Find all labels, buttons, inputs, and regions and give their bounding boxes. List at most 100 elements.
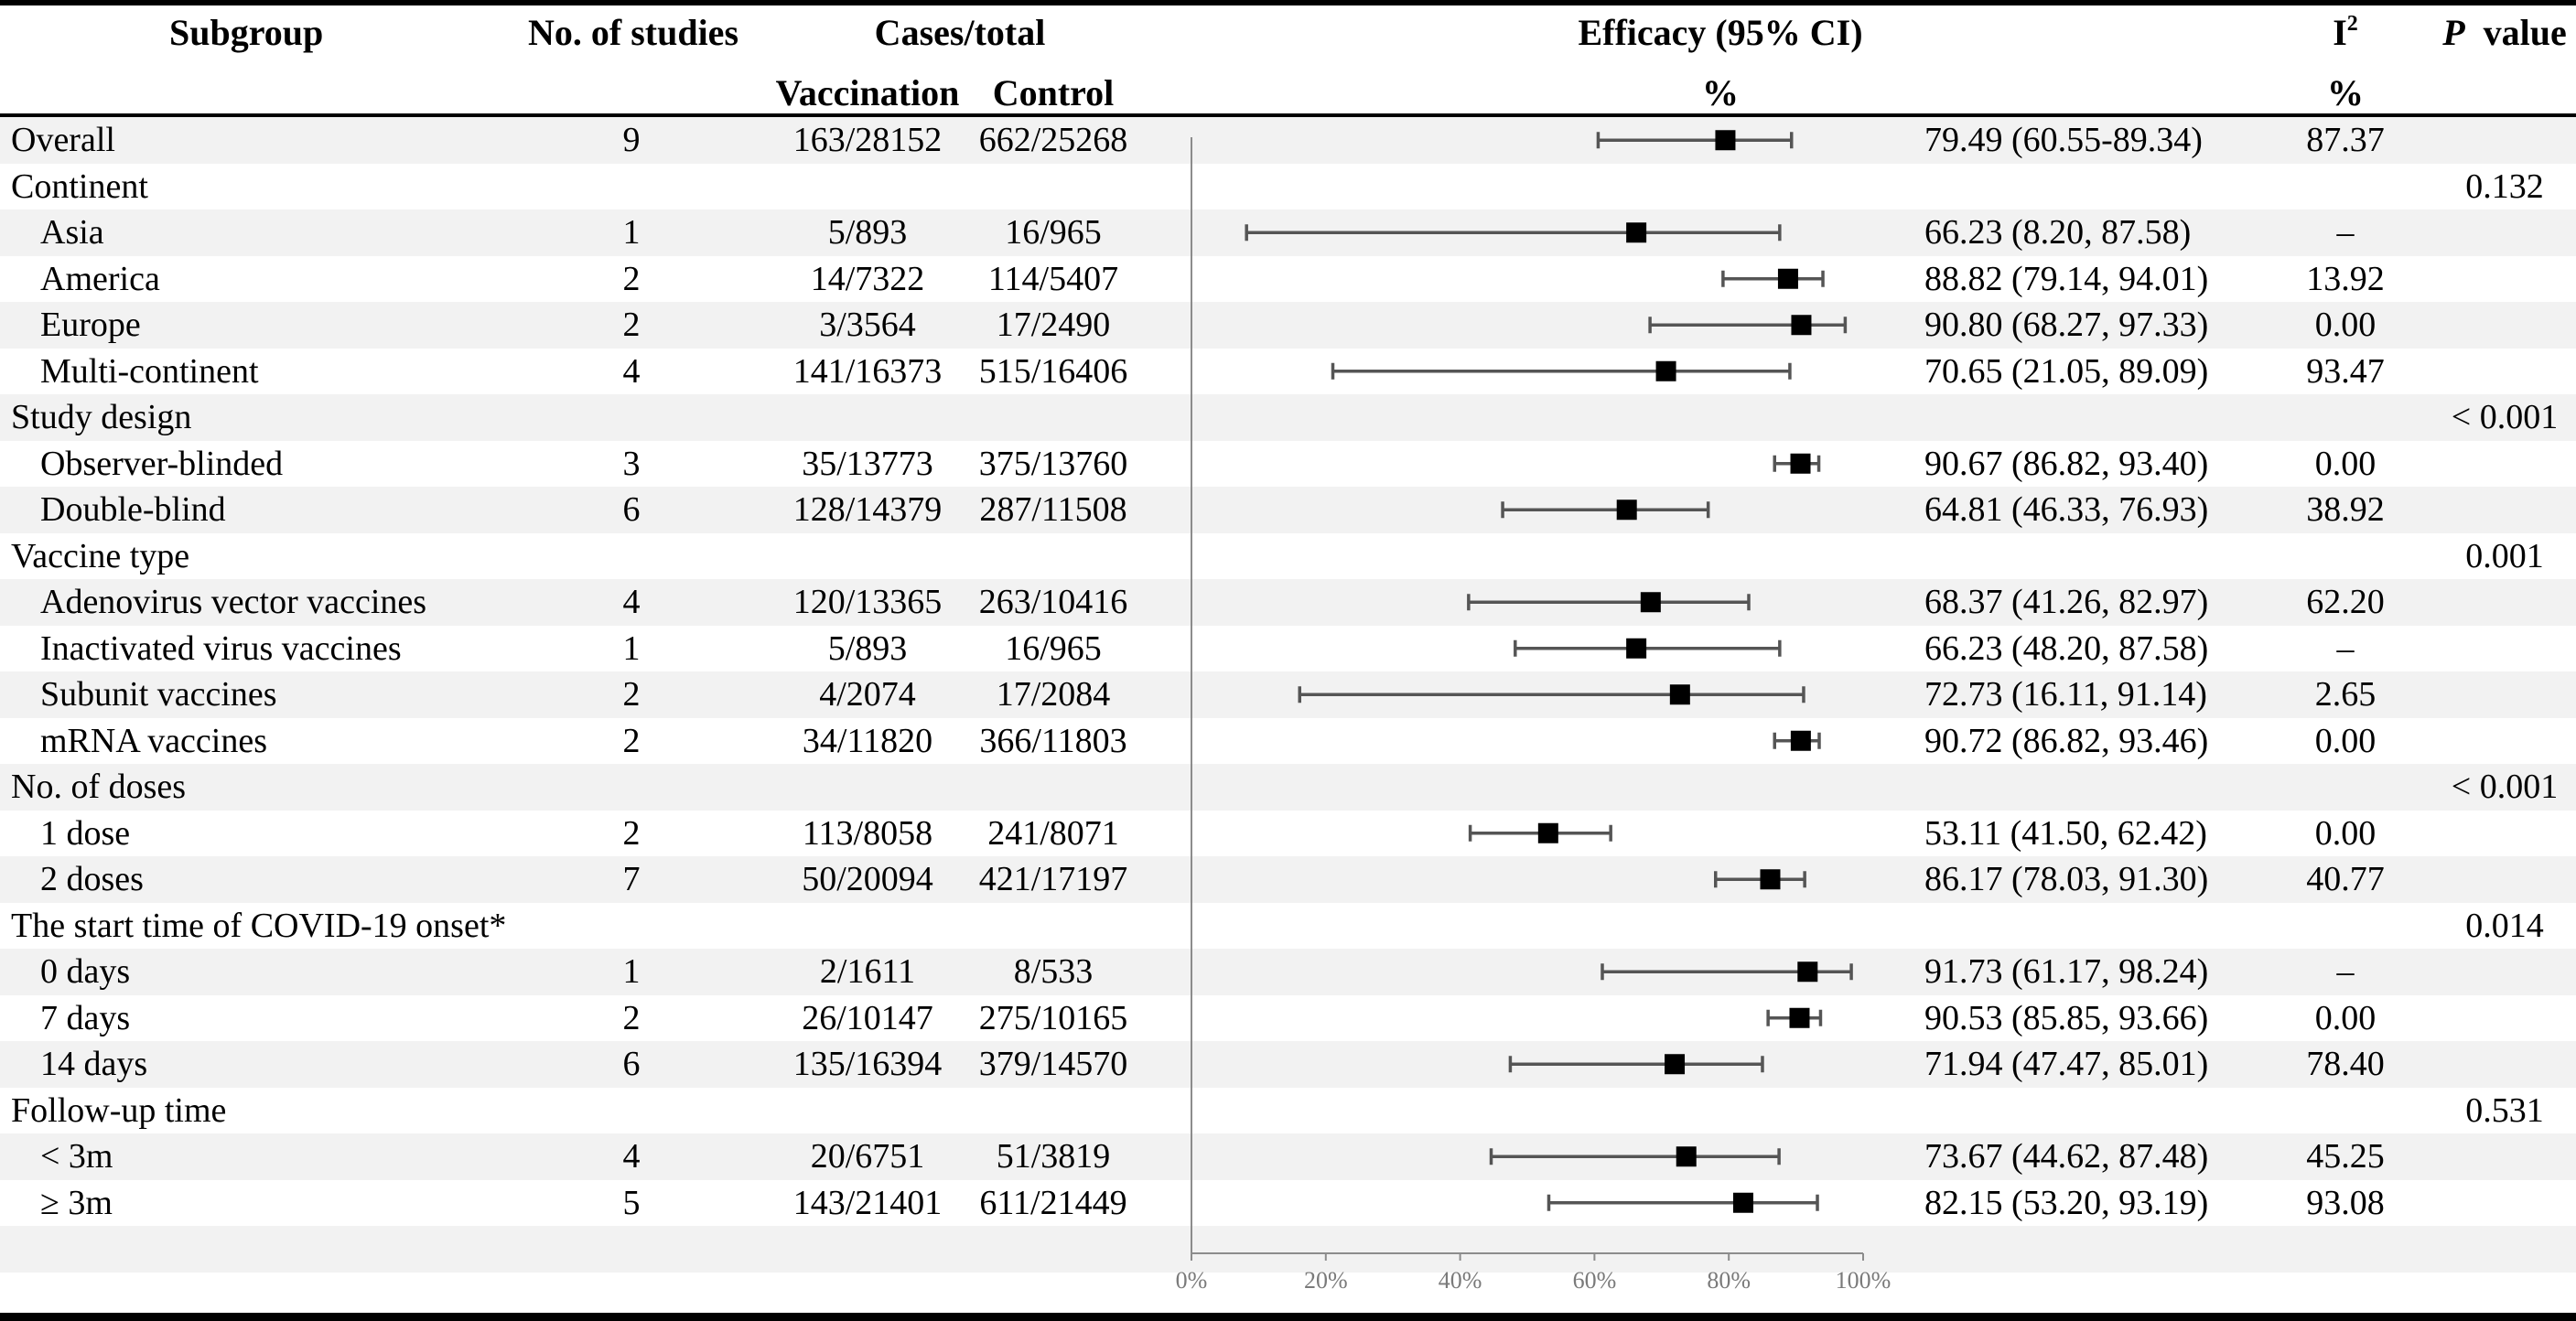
row-control-cases: 366/11803 [979, 721, 1127, 760]
row-studies: 2 [622, 998, 641, 1037]
row-label: ≥ 3m [40, 1183, 113, 1222]
point-estimate [1655, 360, 1676, 381]
row-i2: 0.00 [2314, 998, 2377, 1037]
table-row: 0 days 1 2/1611 8/533 91.73 (61.17, 98.24) – [0, 949, 2576, 995]
row-p-value: < 0.001 [2451, 398, 2559, 436]
row-studies: 2 [622, 675, 641, 714]
table-row: Inactivated virus vaccines 1 5/893 16/965 66… [0, 626, 2576, 672]
row-control-cases: 263/10416 [978, 583, 1128, 621]
table-row: 2 doses 7 50/20094 421/17197 86.17 (78.03, 9… [0, 856, 2576, 903]
row-label: America [40, 259, 160, 298]
row-studies: 4 [622, 583, 641, 621]
header-efficacy-unit: % [1702, 72, 1739, 113]
table-row: Overall 9 163/28152 662/25268 79.49 (60.55-8… [0, 117, 2576, 164]
point-estimate [1676, 1146, 1697, 1167]
header-p-text: value [2483, 12, 2567, 53]
row-vaccination-cases: 26/10147 [802, 998, 933, 1037]
row-label: Adenovirus vector vaccines [40, 583, 427, 621]
point-estimate [1665, 1054, 1686, 1075]
row-vaccination-cases: 35/13773 [802, 444, 933, 483]
row-studies: 6 [622, 1045, 641, 1083]
row-label: No. of doses [11, 768, 187, 806]
row-studies: 5 [622, 1183, 641, 1222]
x-tick-label: 60% [1573, 1267, 1617, 1294]
table-row: Subunit vaccines 2 4/2074 17/2084 72.73 (16.… [0, 671, 2576, 718]
row-efficacy-ci: 73.67 (44.62, 87.48) [1924, 1137, 2209, 1176]
row-efficacy-ci: 53.11 (41.50, 62.42) [1924, 813, 2207, 853]
row-p-value: 0.014 [2465, 906, 2544, 945]
x-tick-label: 100% [1836, 1267, 1892, 1294]
row-efficacy-ci: 66.23 (48.20, 87.58) [1924, 628, 2209, 668]
row-i2: – [2336, 628, 2355, 668]
row-efficacy-ci: 66.23 (8.20, 87.58) [1924, 213, 2192, 252]
row-control-cases: 515/16406 [978, 351, 1128, 391]
row-efficacy-ci: 91.73 (61.17, 98.24) [1924, 952, 2209, 991]
row-control-cases: 379/14570 [978, 1045, 1128, 1083]
row-label: Inactivated virus vaccines [40, 628, 402, 668]
row-control-cases: 611/21449 [979, 1183, 1127, 1222]
header-i2-unit: % [2327, 72, 2364, 113]
row-label: Double-blind [40, 490, 226, 529]
point-estimate [1640, 592, 1661, 613]
row-vaccination-cases: 143/21401 [792, 1183, 943, 1222]
row-vaccination-cases: 50/20094 [802, 860, 933, 898]
row-p-value: 0.531 [2465, 1090, 2544, 1130]
row-control-cases: 287/11508 [979, 490, 1127, 529]
table-row: 14 days 6 135/16394 379/14570 71.94 (47.47, … [0, 1041, 2576, 1088]
row-vaccination-cases: 163/28152 [792, 121, 943, 159]
header-subgroup: Subgroup [169, 12, 324, 53]
table-row: America 2 14/7322 114/5407 88.82 (79.14, 94.… [0, 256, 2576, 303]
row-control-cases: 114/5407 [987, 259, 1119, 298]
point-estimate [1789, 1007, 1810, 1028]
row-control-cases: 241/8071 [987, 813, 1119, 853]
row-i2: 0.00 [2314, 813, 2377, 853]
row-p-value: 0.001 [2465, 536, 2544, 575]
row-label: The start time of COVID-19 onset* [11, 906, 507, 945]
row-vaccination-cases: 5/893 [827, 213, 908, 252]
row-label: Continent [11, 166, 148, 206]
header-i2-letter: I [2333, 12, 2347, 53]
row-label: 2 doses [40, 860, 144, 898]
row-efficacy-ci: 90.80 (68.27, 97.33) [1924, 306, 2209, 344]
row-i2: 0.00 [2314, 444, 2377, 483]
x-tick-label: 0% [1176, 1267, 1208, 1294]
subgroup-header-row: Study design < 0.001 [0, 394, 2576, 441]
row-i2: 93.08 [2306, 1183, 2385, 1222]
row-label: Europe [40, 306, 141, 344]
row-efficacy-ci: 88.82 (79.14, 94.01) [1924, 259, 2209, 298]
header-p-value: P value [2442, 11, 2567, 55]
point-estimate [1790, 730, 1811, 751]
point-estimate [1626, 638, 1647, 659]
row-efficacy-ci: 86.17 (78.03, 91.30) [1924, 860, 2209, 898]
row-i2: 0.00 [2314, 306, 2377, 344]
subgroup-header-row: Follow-up time 0.531 [0, 1088, 2576, 1134]
row-control-cases: 51/3819 [996, 1137, 1111, 1176]
header-vaccination: Vaccination [775, 72, 960, 113]
row-i2: 62.20 [2306, 583, 2385, 621]
row-efficacy-ci: 68.37 (41.26, 82.97) [1924, 583, 2209, 621]
header-efficacy: Efficacy (95% CI) [1578, 12, 1863, 53]
row-vaccination-cases: 4/2074 [819, 675, 916, 714]
row-vaccination-cases: 141/16373 [792, 351, 943, 391]
row-i2: – [2336, 952, 2355, 991]
point-estimate [1669, 684, 1690, 705]
point-estimate [1715, 130, 1736, 151]
row-label: Multi-continent [40, 351, 259, 391]
row-studies: 2 [622, 259, 641, 298]
row-i2: 40.77 [2306, 860, 2385, 898]
row-i2: – [2336, 213, 2355, 252]
x-tick-label: 80% [1707, 1267, 1751, 1294]
row-label: Follow-up time [11, 1090, 227, 1130]
spacer-row [0, 1226, 2576, 1273]
row-studies: 9 [622, 121, 641, 159]
header-control: Control [992, 72, 1115, 113]
row-i2: 93.47 [2306, 351, 2385, 391]
point-estimate [1760, 869, 1781, 890]
table-row: < 3m 4 20/6751 51/3819 73.67 (44.62, 87.48) 4… [0, 1133, 2576, 1180]
row-control-cases: 8/533 [1013, 952, 1094, 991]
row-vaccination-cases: 120/13365 [792, 583, 943, 621]
row-control-cases: 662/25268 [978, 121, 1128, 159]
table-row: Europe 2 3/3564 17/2490 90.80 (68.27, 97.33)… [0, 302, 2576, 349]
row-efficacy-ci: 71.94 (47.47, 85.01) [1924, 1045, 2209, 1083]
